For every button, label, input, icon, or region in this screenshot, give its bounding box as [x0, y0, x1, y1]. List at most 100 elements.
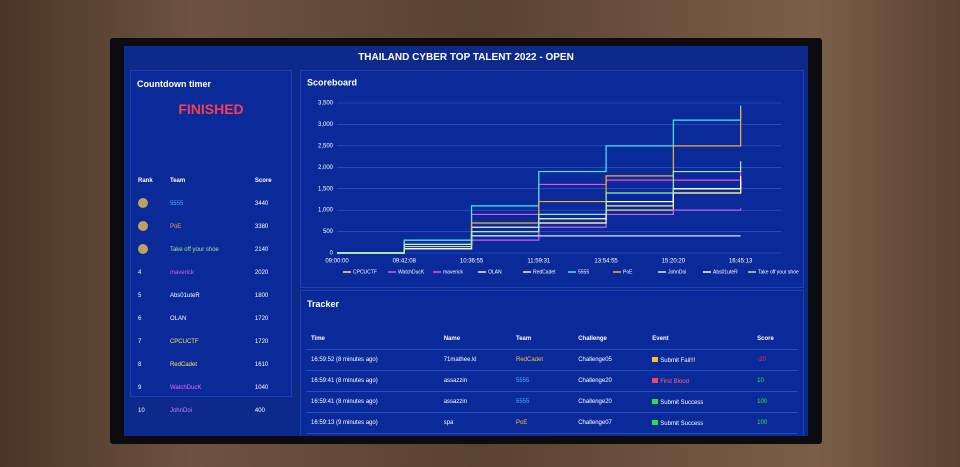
- tracker-cell: assazzin: [439, 370, 512, 392]
- rank: 10: [138, 407, 145, 414]
- score: 2020: [254, 269, 269, 276]
- event-icon: [652, 356, 659, 362]
- cell-text: Challenge20: [578, 378, 612, 384]
- team: PoE: [169, 223, 182, 230]
- leaderboard-row: 5 Abs01uteR 1800: [135, 284, 287, 307]
- column-header: Score: [254, 177, 272, 184]
- team: OLAN: [169, 315, 187, 322]
- column-header: Score: [753, 329, 797, 350]
- cell-text: assazzin: [443, 399, 468, 405]
- tracker-cell: spa: [439, 412, 512, 434]
- tracker-cell: 16:59:52 (8 minutes ago): [307, 349, 440, 371]
- tracker-cell: Submit Fail!!!: [648, 349, 754, 371]
- y-tick-label: 1,000: [318, 208, 334, 214]
- team: Abs01uteR: [169, 292, 200, 299]
- score: 1720: [254, 315, 269, 322]
- cell-text: Challenge07: [578, 420, 612, 426]
- tracker-cell: 16:59:41 (8 minutes ago): [307, 391, 440, 413]
- legend-label: Abs01uteR: [713, 269, 738, 275]
- x-tick-label: 09:42:08: [393, 259, 417, 265]
- tracker-cell: Submit Success: [648, 391, 754, 413]
- leaderboard-row: 6 OLAN 1720: [135, 307, 287, 330]
- leaderboard-row: PoE 3380: [135, 215, 287, 238]
- x-tick-label: 11:59:31: [527, 259, 551, 265]
- cell-text: 16:59:41 (8 minutes ago): [311, 399, 378, 405]
- tracker-cell: Submit Success: [648, 412, 754, 434]
- cell-text: -20: [757, 357, 766, 363]
- tracker-cell: Submit Fail!!!: [648, 433, 754, 436]
- cell-text: 100: [757, 399, 768, 405]
- cell-text: 5555: [515, 378, 530, 384]
- rank-cell: 10: [135, 399, 167, 422]
- rank-cell: 9: [135, 376, 167, 399]
- cell-text: RedCadet: [515, 357, 544, 363]
- chart-title: Scoreboard: [307, 77, 357, 87]
- tracker-cell: 5555: [511, 391, 575, 413]
- x-tick-label: 10:36:55: [460, 259, 484, 265]
- rank-cell: [135, 215, 167, 238]
- rank-cell: 7: [135, 330, 167, 353]
- score: 1610: [254, 361, 269, 368]
- team: maverick: [169, 269, 194, 276]
- leaderboard-row: 4 maverick 2020: [135, 261, 287, 284]
- rank: 9: [138, 384, 142, 391]
- column-header: Time: [307, 329, 440, 350]
- cell-text: 16:59:41 (8 minutes ago): [311, 378, 378, 384]
- x-tick-label: 13:54:55: [594, 259, 618, 265]
- rank-cell: 5: [135, 284, 167, 307]
- countdown-panel: Countdown timer FINISHED Rank Team Score 55…: [130, 70, 292, 414]
- leaderboard-row: 7 CPCUCTF 1720: [135, 330, 287, 353]
- tracker-cell: assazzin: [439, 433, 512, 436]
- tracker-cell: 16:59:13 (9 minutes ago): [307, 412, 440, 434]
- score: 3380: [254, 223, 269, 230]
- series-line: [337, 105, 742, 254]
- tracker-cell: Challenge07: [574, 412, 649, 434]
- tracker-cell: 100: [753, 412, 797, 434]
- cell-text: Submit Fail!!!: [660, 357, 696, 364]
- tracker-cell: -20: [753, 349, 797, 371]
- tracker-cell: First Blood: [648, 370, 754, 392]
- medal-icon: [138, 220, 148, 231]
- tracker-cell: 16:59:41 (8 minutes ago): [307, 370, 440, 392]
- team: JohnDoi: [169, 407, 192, 414]
- y-tick-label: 3,000: [318, 122, 334, 128]
- tracker-cell: Challenge20: [574, 370, 649, 392]
- team: CPCUCTF: [169, 338, 199, 345]
- tracker-cell: 71mathee.kl: [439, 349, 512, 371]
- tracker-cell: 5555: [511, 370, 575, 392]
- legend-label: WatchDucK: [398, 269, 425, 275]
- cell-text: assazzin: [443, 378, 468, 384]
- legend-label: RedCadet: [533, 269, 556, 275]
- tracker-row: 16:59:00 (9 minutes ago)assazzin5555Chal…: [307, 433, 797, 436]
- x-tick-label: 15:20:20: [662, 259, 686, 265]
- column-header: Rank: [138, 177, 153, 184]
- tracker-cell: assazzin: [439, 391, 512, 413]
- team: Take off your shoe: [169, 246, 219, 253]
- tracker-row: 16:59:13 (9 minutes ago) spa PoE Challenge0…: [307, 412, 797, 434]
- cell-text: Submit Success: [660, 399, 704, 406]
- event-icon: [652, 398, 659, 404]
- score: 1720: [254, 338, 269, 345]
- cell-text: 16:59:13 (9 minutes ago): [311, 420, 378, 426]
- cell-text: spa: [443, 420, 454, 426]
- event-icon: [652, 419, 659, 425]
- tracker-cell: Challenge05: [574, 349, 649, 371]
- tracker-cell: 5555: [511, 433, 575, 436]
- event-icon: [652, 377, 659, 383]
- leaderboard-row: 9 WatchDucK 1040: [135, 376, 287, 399]
- rank-cell: [135, 192, 167, 215]
- cell-text: Challenge20: [578, 399, 612, 405]
- team: 5555: [169, 200, 184, 207]
- rank-cell: 4: [135, 261, 167, 284]
- column-header: Team: [511, 329, 575, 350]
- column-header: Event: [648, 329, 754, 350]
- legend-label: JohnDoi: [668, 269, 686, 275]
- legend-label: OLAN: [488, 269, 502, 275]
- chart: Scoreboard 0 500 1,000 1,500 2,000 2,500 3,000…: [307, 77, 799, 275]
- screen: THAILAND CYBER TOP TALENT 2022 - OPEN Co…: [124, 46, 808, 436]
- legend-label: maverick: [443, 269, 464, 275]
- cell-text: 100: [757, 420, 768, 426]
- score: 400: [254, 407, 265, 414]
- panel-title: Countdown timer: [137, 79, 211, 89]
